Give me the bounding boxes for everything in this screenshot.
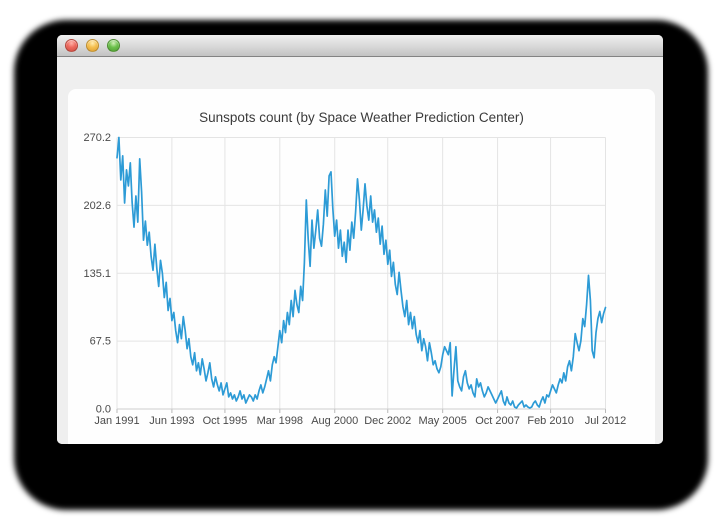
x-axis-tick-label: May 2005 (419, 415, 467, 427)
chart-title: Sunspots count (by Space Weather Predict… (199, 110, 524, 125)
x-axis-tick-label: Oct 2007 (475, 415, 520, 427)
x-axis-tick-label: Oct 1995 (203, 415, 248, 427)
y-axis-tick-label: 67.5 (90, 336, 111, 348)
y-axis-tick-label: 202.6 (83, 200, 111, 212)
y-axis-tick-label: 135.1 (83, 268, 111, 280)
x-axis-tick-label: Aug 2000 (311, 415, 358, 427)
minimize-button[interactable] (86, 39, 99, 52)
x-axis-tick-label: Jun 1993 (149, 415, 194, 427)
x-axis-tick-label: Jan 1991 (94, 415, 139, 427)
sunspots-line-chart: 0.0 67.5 135.1 202.6 270.2 Jan 1991 Jun 1993 Oc… (83, 132, 627, 427)
x-axis-tick-label: Jul 2012 (585, 415, 627, 427)
y-axis-tick-label: 0.0 (96, 404, 111, 416)
x-axis-tick-label: Mar 1998 (257, 415, 303, 427)
y-axis-tick-label: 270.2 (83, 132, 111, 144)
app-window: 0.0 67.5 135.1 202.6 270.2 Jan 1991 Jun 1993 Oc… (57, 35, 663, 444)
close-button[interactable] (65, 39, 78, 52)
x-axis-tick-label: Feb 2010 (527, 415, 573, 427)
zoom-button[interactable] (107, 39, 120, 52)
window-content: 0.0 67.5 135.1 202.6 270.2 Jan 1991 Jun 1993 Oc… (57, 57, 663, 444)
sunspots-series-line (116, 136, 607, 409)
window-titlebar[interactable] (57, 35, 663, 57)
x-axis-tick-label: Dec 2002 (364, 415, 411, 427)
chart-card: 0.0 67.5 135.1 202.6 270.2 Jan 1991 Jun 1993 Oc… (68, 89, 655, 444)
